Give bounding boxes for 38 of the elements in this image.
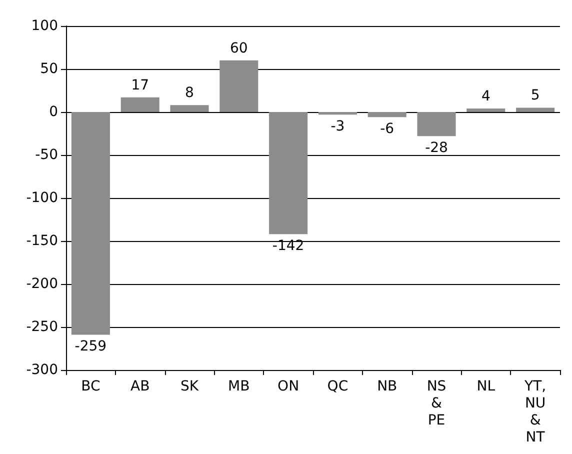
data-label: -28 [425, 140, 448, 156]
bar [269, 112, 308, 234]
x-tick-label: ON [278, 378, 300, 394]
bar [71, 112, 110, 335]
bar [318, 112, 357, 115]
y-tick-label: -200 [26, 276, 58, 292]
x-tick-label: NB [377, 378, 398, 394]
data-label: 4 [481, 88, 490, 105]
x-tick-label: QC [327, 378, 348, 394]
x-tick-label: SK [180, 378, 200, 394]
bar [516, 108, 555, 112]
y-tick-label: -150 [26, 233, 58, 249]
y-tick-label: -250 [26, 319, 58, 335]
bar [368, 112, 406, 118]
y-tick-label: 50 [40, 61, 58, 77]
bar [466, 108, 506, 112]
x-tick-label: NS & PE [426, 378, 446, 428]
y-tick-label: -300 [26, 362, 58, 378]
x-tick-label: BC [81, 378, 100, 394]
x-tick-label: AB [130, 378, 150, 394]
y-tick-label: 0 [49, 104, 58, 120]
data-label: -3 [330, 118, 345, 135]
bar [170, 105, 209, 112]
y-tick-label: -50 [35, 147, 58, 163]
bar [220, 60, 258, 112]
y-tick-label: -100 [26, 190, 58, 206]
x-tick-label: NL [476, 378, 496, 394]
data-label: 8 [185, 85, 194, 102]
bar [120, 97, 160, 112]
data-label: 5 [530, 88, 540, 104]
x-tick-label: YT, NU & NT [524, 378, 546, 446]
data-label: -259 [74, 338, 107, 355]
y-tick-label: 100 [31, 18, 58, 34]
data-label: 17 [131, 77, 150, 94]
data-label: 60 [230, 40, 248, 56]
data-label: -6 [380, 121, 394, 138]
x-tick-label: MB [228, 378, 250, 394]
bar [417, 112, 456, 136]
